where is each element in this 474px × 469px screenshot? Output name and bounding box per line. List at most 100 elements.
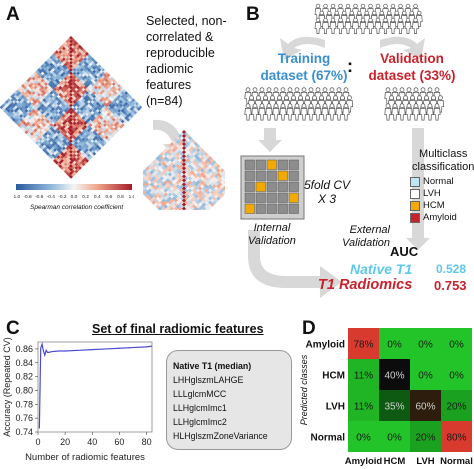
person-icon	[338, 95, 347, 113]
person-icon	[384, 103, 392, 121]
cv-fold-cell	[288, 170, 299, 181]
person-icon	[293, 103, 301, 121]
plot-frame	[37, 341, 153, 433]
heatmap-cell	[187, 208, 193, 210]
cv-fold-cell	[266, 159, 277, 170]
heatmap-cell	[167, 208, 173, 210]
feature-item: LLHglcmImc2	[173, 417, 227, 427]
colorbar-tick: 1.0	[129, 194, 134, 200]
matrix-cell-value: 80%	[446, 433, 466, 444]
class-legend: Normal LVH HCM Amyloid	[410, 176, 457, 224]
y-tick-label: 0.82	[15, 372, 33, 382]
matrix-cell	[348, 359, 379, 390]
matrix-cell	[379, 328, 410, 359]
matrix-cell	[410, 390, 441, 421]
person-icon	[382, 17, 389, 34]
legend-label: LVH	[423, 188, 441, 199]
x-tick-label: 0	[35, 437, 40, 447]
matrix-cell-value: 0%	[387, 433, 402, 444]
cv-fold-cell	[255, 181, 266, 192]
matrix-cell-value: 0%	[449, 371, 464, 382]
correlation-heatmap-large	[0, 36, 142, 179]
matrix-cell-value: 20%	[415, 433, 435, 444]
legend-swatch	[410, 201, 420, 211]
y-axis-label: Accuracy (Repeated CV)	[2, 337, 12, 437]
panel-d-letter: D	[302, 318, 316, 339]
feature-item: LLLglcmMCC	[173, 389, 227, 399]
person-icon	[329, 17, 337, 34]
legend-label: Normal	[423, 176, 454, 187]
cv-line2: X 3	[318, 192, 337, 206]
cv-fold-cell	[255, 203, 266, 214]
y-tick-label: 0.80	[15, 385, 33, 395]
col-label: LVH	[416, 456, 434, 467]
person-icon	[405, 103, 413, 121]
cv-label: 5fold CV X 3	[304, 178, 350, 206]
legend-swatch	[410, 213, 420, 223]
person-icon	[404, 17, 412, 34]
heading-line: radiomic	[146, 62, 194, 76]
validation-line2: dataset (33%)	[368, 68, 456, 83]
cv-fold-cell	[266, 203, 277, 214]
x-tick-label: 20	[60, 437, 70, 447]
workflow-diagram	[240, 3, 445, 298]
cv-fold-cell	[277, 181, 288, 192]
y-tick-label: 0.84	[15, 358, 33, 368]
y-tick-label: 0.86	[15, 344, 33, 354]
row-label: HCM	[322, 371, 345, 382]
feature-item: LLHglcmImc1	[173, 403, 227, 413]
matrix-cell-value: 0%	[418, 340, 433, 351]
y-tick-label: 0.78	[15, 399, 33, 409]
matrix-cell	[348, 390, 379, 421]
panel-b-letter: B	[246, 4, 260, 25]
col-label: Amyloid	[345, 456, 383, 467]
matrix-cell-value: 0%	[387, 340, 402, 351]
validation-line1: Validation	[380, 51, 444, 66]
row-label: LVH	[326, 402, 345, 413]
person-icon	[307, 103, 315, 121]
panel-c-letter: C	[6, 318, 20, 339]
person-icon	[300, 103, 308, 121]
legend-item: LVH	[410, 188, 457, 200]
heading-line: reproducible	[146, 46, 215, 60]
cv-fold-cell	[244, 170, 255, 181]
correlation-heatmap-small	[143, 130, 225, 210]
cv-fold-cell	[244, 192, 255, 203]
matrix-cell-value: 60%	[415, 402, 435, 413]
legend-item: Normal	[410, 176, 457, 188]
person-icon	[433, 103, 441, 121]
feature-item: Native T1 (median)	[173, 361, 252, 371]
colorbar-tick: -0.4	[47, 194, 56, 200]
matrix-cell-value: 11%	[354, 371, 373, 382]
heatmap-cell	[195, 208, 201, 210]
colorbar-tick: 0.6	[105, 194, 112, 200]
person-icon	[322, 17, 329, 34]
matrix-cell	[410, 421, 441, 452]
heading-line: Selected, non-	[146, 14, 227, 28]
y-tick-label: 0.76	[15, 413, 33, 423]
person-icon	[412, 103, 420, 121]
heading-line: correlated &	[146, 30, 214, 44]
x-tick-label: 80	[142, 437, 152, 447]
person-icon	[389, 17, 397, 34]
feature-list-box: Native T1 (median) LHHglszmLAHGE LLLglcm…	[166, 350, 292, 450]
internal-line2: Validation	[248, 235, 296, 247]
legend-label: Amyloid	[423, 212, 457, 223]
cv-fold-cell	[255, 159, 266, 170]
internal-line1: Internal	[253, 222, 291, 234]
matrix-cell-value: 20%	[446, 402, 466, 413]
cv-fold-cell	[288, 192, 299, 203]
person-icon	[258, 103, 266, 121]
heatmap-cell	[69, 174, 73, 179]
person-icon	[314, 103, 322, 121]
legend-item: HCM	[410, 200, 457, 212]
cv-fold-cell	[277, 192, 288, 203]
legend-swatch	[410, 189, 420, 199]
matrix-cell	[410, 359, 441, 390]
colorbar-tick: 0.8	[117, 194, 124, 200]
matrix-cell	[348, 421, 379, 452]
native-t1-auc: 0.528	[436, 262, 467, 276]
cv-fold-cell	[277, 159, 288, 170]
col-label: Normal	[440, 456, 473, 467]
multiclass-line1: Multiclass	[419, 148, 468, 160]
